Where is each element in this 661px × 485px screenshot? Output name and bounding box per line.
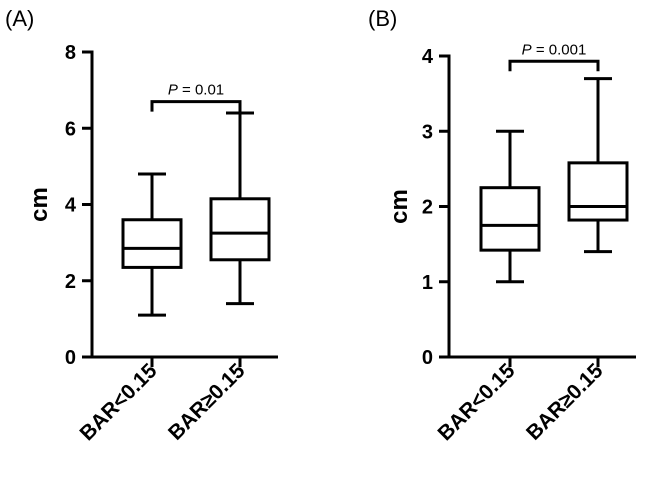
box-bar-ge-015	[209, 111, 271, 306]
p-value-symbol: P	[168, 82, 178, 99]
x-category-label: BAR<0.15	[76, 359, 162, 445]
y-tick-label: 3	[422, 121, 433, 143]
significance-bracket	[508, 59, 600, 72]
p-value-text: = 0.001	[532, 41, 587, 58]
x-category-label: BAR<0.15	[434, 359, 520, 445]
x-category-label: BAR≥0.15	[164, 359, 250, 445]
y-axis-title: cm	[386, 189, 413, 224]
box-bar-lt-015	[479, 129, 541, 284]
iqr-box	[121, 218, 183, 269]
y-tick-label: 4	[422, 46, 434, 68]
y-tick-label: 1	[422, 272, 433, 294]
x-category-label: BAR≥0.15	[522, 359, 608, 445]
iqr-box	[209, 197, 271, 262]
y-axis-title: cm	[26, 187, 53, 222]
y-tick-label: 4	[65, 195, 77, 217]
y-tick-label: 6	[65, 118, 76, 140]
panel-b: (B) 0 1 2 3 4 cm BAR<0.15 BAR≥0.15 P = 0.001	[368, 6, 636, 445]
iqr-box	[479, 186, 541, 252]
p-value-symbol: P	[522, 41, 532, 58]
panel-label: (B)	[368, 6, 397, 31]
p-value-label: P = 0.001	[522, 41, 587, 58]
p-value-text: = 0.01	[178, 82, 224, 99]
y-tick-label: 8	[65, 42, 76, 64]
panel-a: (A) 0 2 4 6 8 cm BAR<0.15 BAR≥0.15 P = 0.01	[5, 6, 278, 445]
p-value-label: P = 0.01	[168, 82, 224, 99]
box-bar-ge-015	[567, 77, 629, 254]
box-bar-lt-015	[121, 172, 183, 317]
panel-label: (A)	[5, 6, 34, 31]
y-tick-label: 2	[422, 197, 433, 219]
y-tick-label: 0	[65, 347, 76, 369]
y-tick-label: 0	[422, 347, 433, 369]
y-tick-label: 2	[65, 271, 76, 293]
iqr-box	[567, 161, 629, 222]
significance-bracket	[150, 100, 242, 112]
